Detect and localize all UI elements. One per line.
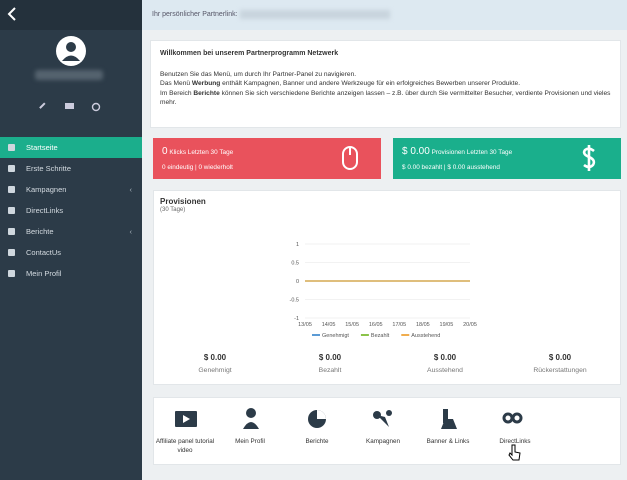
chart: -1 -0.5 0 0.5 1 13/05 14/05 15/05 16/05 17/05 18/0… <box>290 242 477 339</box>
total-label: Genehmigt <box>198 367 232 374</box>
quick-link[interactable]: Mein Profil <box>235 438 265 445</box>
total: $ 0.00 Bezahlt <box>280 353 380 374</box>
panel-title: Provisionen <box>160 197 206 206</box>
menu-label: Kampagnen <box>26 185 67 194</box>
menu-item[interactable]: ContactUs <box>0 242 142 263</box>
clicks-label: Klicks Letzten 30 Tage <box>169 149 234 156</box>
provisions-label: Provisionen Letzten 30 Tage <box>431 149 513 156</box>
welcome-text: Das Menü Werbung enthält Kampagnen, Bann… <box>160 79 611 88</box>
y-tick-label: 0 <box>296 279 299 285</box>
quick-links-panel <box>153 397 621 465</box>
text: Im Bereich <box>160 89 194 97</box>
total: $ 0.00 Rückerstattungen <box>510 353 610 374</box>
menu-item[interactable]: Erste Schritte <box>0 158 142 179</box>
y-tick-label: -0.5 <box>290 298 299 304</box>
menu-label: DirectLinks <box>26 206 64 215</box>
quick-link[interactable]: DirectLinks <box>499 438 531 445</box>
menu-label: Startseite <box>26 143 58 152</box>
menu-item[interactable]: Mein Profil <box>0 263 142 284</box>
total-value: $ 0.00 <box>318 353 342 362</box>
menu-item[interactable]: Kampagnen ‹ <box>0 179 142 200</box>
quick-link-icons <box>175 408 523 429</box>
menu-item[interactable]: Startseite <box>0 137 142 158</box>
menu-label: Mein Profil <box>26 269 62 278</box>
text-bold: Werbung <box>191 80 221 88</box>
x-tick-label: 19/05 <box>440 322 454 328</box>
quick-link[interactable]: Kampagnen <box>366 438 400 445</box>
y-tick-label: 1 <box>296 242 299 248</box>
total-label: Ausstehend <box>427 367 463 374</box>
provisions-box: $ 0.00 Provisionen Letzten 30 Tage $ 0.0… <box>393 138 621 179</box>
total-value: $ 0.00 <box>203 353 227 362</box>
cursor <box>508 444 521 461</box>
welcome-title: Willkommen bei unserem Partnerprogramm N… <box>160 50 339 57</box>
legend-label: Bezahlt <box>371 333 390 339</box>
text: enthält Kampagnen, Banner und andere Wer… <box>220 80 521 88</box>
mouse-icon <box>342 146 358 170</box>
x-tick-label: 17/05 <box>392 322 406 328</box>
total-label: Rückerstattungen <box>533 367 587 374</box>
x-tick-label: 13/05 <box>298 322 312 328</box>
sidebar-header <box>0 0 142 30</box>
panel-subtitle: (30 Tage) <box>160 207 186 213</box>
provisions-panel: Provisionen (30 Tage) <box>153 190 621 385</box>
quick-link[interactable]: Affiliate panel tutorial video <box>155 438 215 454</box>
quick-link[interactable]: Berichte <box>305 438 329 445</box>
avatar <box>56 36 86 66</box>
username-blurred <box>35 70 103 80</box>
back-button[interactable] <box>6 6 18 22</box>
x-tick-label: 14/05 <box>322 322 336 328</box>
x-tick-label: 15/05 <box>345 322 359 328</box>
partner-link-label: Ihr persönlicher Partnerlink: <box>152 11 238 18</box>
menu-label: Erste Schritte <box>26 164 72 173</box>
menu-label: Berichte <box>26 227 54 236</box>
total-value: $ 0.00 <box>548 353 572 362</box>
top-bar: Ihr persönlicher Partnerlink: <box>142 0 627 30</box>
text: können Sie sich verschiedene Berichte an… <box>160 89 611 106</box>
total: $ 0.00 Genehmigt <box>165 353 265 374</box>
total-value: $ 0.00 <box>433 353 457 362</box>
sidebar <box>0 0 142 480</box>
sidebar-tools[interactable] <box>38 102 104 112</box>
total-label: Bezahlt <box>318 367 342 374</box>
y-tick-label: 0.5 <box>291 261 299 267</box>
clicks-box: 0 Klicks Letzten 30 Tage 0 eindeutig | 0… <box>153 138 381 179</box>
welcome-text: Benutzen Sie das Menü, um durch Ihr Part… <box>160 71 357 79</box>
x-tick-label: 18/05 <box>416 322 430 328</box>
text: Das Menü <box>160 80 192 88</box>
x-tick-label: 16/05 <box>369 322 383 328</box>
quick-link[interactable]: Banner & Links <box>426 438 470 445</box>
provisions-detail: $ 0.00 bezahlt | $ 0.00 ausstehend <box>402 164 500 171</box>
menu-item[interactable]: Berichte ‹ <box>0 221 142 242</box>
welcome-text: Im Bereich Berichte können Sie sich vers… <box>160 89 611 107</box>
text-bold: Berichte <box>193 89 220 97</box>
clicks-detail: 0 eindeutig | 0 wiederholt <box>162 164 233 171</box>
clicks-value: 0 <box>162 146 168 157</box>
y-tick-label: -1 <box>294 316 299 322</box>
welcome-panel: Willkommen bei unserem Partnerprogramm N… <box>150 40 621 128</box>
x-tick-label: 20/05 <box>463 322 477 328</box>
legend-label: Genehmigt <box>322 333 349 339</box>
partner-link-blurred[interactable] <box>239 9 390 19</box>
legend-label: Ausstehend <box>411 333 440 339</box>
provisions-value: $ 0.00 <box>402 146 430 157</box>
dollar-icon <box>582 145 596 171</box>
menu-item[interactable]: DirectLinks <box>0 200 142 221</box>
total: $ 0.00 Ausstehend <box>395 353 495 374</box>
menu-label: ContactUs <box>26 248 62 257</box>
